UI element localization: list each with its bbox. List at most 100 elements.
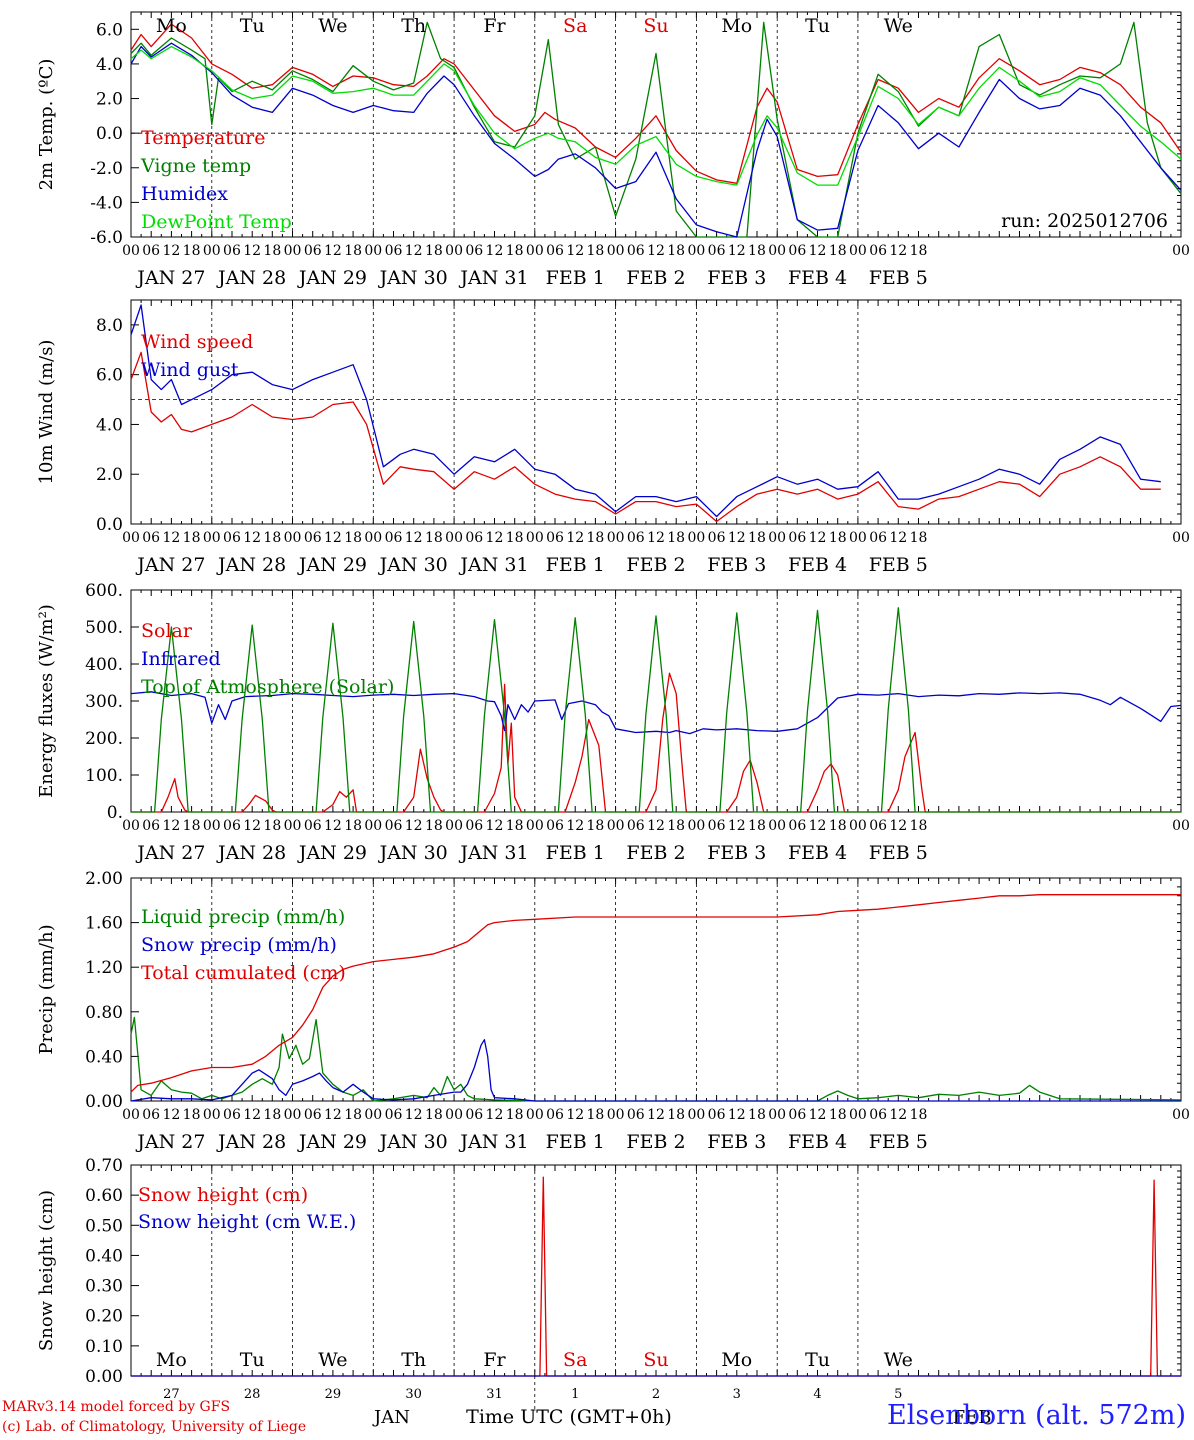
day-label: JAN 29 [297,842,367,864]
y-tick-label: 0.70 [85,1156,123,1176]
hour-tick-label: 12 [243,243,261,259]
day-label: FEB 2 [626,267,685,289]
day-number-label: 27 [163,1387,180,1402]
hour-tick-label: 18 [748,530,766,546]
hour-tick-label: 00 [849,243,867,259]
y-right-ticks-temp [1177,15,1181,238]
hour-tick-label: 06 [788,818,806,834]
hour-tick-label: 18 [910,1107,928,1123]
hour-tick-label: 00 [203,818,221,834]
day-label: JAN 28 [216,267,286,289]
day-number-label: 4 [813,1387,821,1402]
weekday-label: Tu [240,15,265,37]
hour-tick-label: 12 [647,243,665,259]
weekday-label: Mo [156,15,187,37]
hour-tick-label: 18 [425,530,443,546]
day-number-label: 30 [405,1387,422,1402]
hour-tick-label: 18 [425,243,443,259]
hour-tick-label: 18 [829,530,847,546]
x-minor-ticks-wind [130,300,1182,524]
hour-tick-label: 12 [324,1107,342,1123]
day-label: FEB 5 [869,267,928,289]
hour-tick-label: 00 [687,818,705,834]
hour-tick-label: 00 [768,243,786,259]
y-tick-label: 2.0 [96,90,123,110]
weekday-label: Su [643,15,668,37]
hour-tick-label: 00 [607,1107,625,1123]
hour-tick-label: 18 [344,530,362,546]
weekday-label: Su [643,1349,668,1371]
hour-tick-label: 06 [142,818,160,834]
y-tick-label: 500. [85,618,123,638]
hour-tick-label: 06 [546,818,564,834]
hour-tick-label: 06 [385,818,403,834]
hour-tick-label: 18 [506,243,524,259]
weekday-label: Tu [805,15,830,37]
y-tick-label: 1.60 [85,914,123,934]
legend-entry: DewPoint Temp [141,211,292,233]
y-tick-label: 2.00 [85,869,123,889]
hour-tick-label: 06 [385,1107,403,1123]
credit-line-1: MARv3.14 model forced by GFS [2,1399,231,1415]
hour-tick-label: 00 [687,530,705,546]
hour-tick-label: 12 [728,243,746,259]
hour-tick-label: 12 [486,818,504,834]
hour-tick-label: 06 [708,243,726,259]
hour-tick-label: 12 [728,530,746,546]
hour-tick-label: 00 [607,818,625,834]
hour-tick-label: 18 [183,530,201,546]
hour-tick-label: 18 [748,243,766,259]
day-label: JAN 27 [135,554,205,576]
hour-tick-label: 18 [344,1107,362,1123]
legend-entry: Humidex [141,183,228,205]
series-line [131,1176,1181,1377]
day-label: FEB 5 [869,554,928,576]
weekday-label: Fr [483,1349,506,1371]
plot-frame-temp [130,11,1182,238]
series-line [130,1039,1181,1102]
hour-tick-label: 00 [364,243,382,259]
x-axis-label: Time UTC (GMT+0h) [466,1406,672,1428]
hour-tick-label: 06 [869,243,887,259]
series-line [131,672,1181,813]
hour-tick-label: 12 [162,818,180,834]
y-right-ticks-precip [1177,877,1181,1102]
hour-tick-label: 18 [344,243,362,259]
day-label: JAN 30 [378,842,448,864]
hour-tick-label: 06 [788,530,806,546]
day-number-label: 1 [571,1387,579,1402]
hour-tick-label: 12 [405,1107,423,1123]
hour-tick-label: 06 [708,1107,726,1123]
day-label: FEB 3 [707,842,766,864]
day-label: FEB 1 [546,1131,605,1153]
hour-tick-label: 06 [385,243,403,259]
y-tick-label: 4.0 [96,415,123,435]
station-label: Elsenborn (alt. 572m) [887,1400,1186,1431]
hour-tick-label: 06 [627,243,645,259]
hour-tick-label: 18 [910,818,928,834]
hour-tick-label: 06 [869,1107,887,1123]
day-number-label: 3 [733,1387,741,1402]
hour-tick-label: 00 [526,818,544,834]
hour-tick-label: 00 [122,530,140,546]
hour-tick-label: 00 [1172,243,1190,259]
y-tick-label: 6.0 [96,366,123,386]
hour-tick-label: 12 [324,243,342,259]
hour-tick-label: 12 [889,1107,907,1123]
y-tick-label: 1.20 [85,958,123,978]
hour-tick-label: 06 [465,243,483,259]
day-label: JAN 27 [135,1131,205,1153]
hour-tick-label: 00 [768,818,786,834]
hour-tick-label: 06 [465,818,483,834]
y-tick-label: 0.80 [85,1003,123,1023]
legend-entry: Snow height (cm) [138,1184,308,1206]
day-label: JAN 30 [378,554,448,576]
hour-tick-label: 12 [486,530,504,546]
y-axis-label-precip: Precip (mm/h) [36,924,57,1054]
day-label: FEB 3 [707,1131,766,1153]
series-line [130,691,1182,735]
day-number-label: 2 [652,1387,660,1402]
y-tick-label: 600. [85,581,123,601]
hour-tick-label: 12 [405,530,423,546]
weekday-label: We [884,1349,913,1371]
